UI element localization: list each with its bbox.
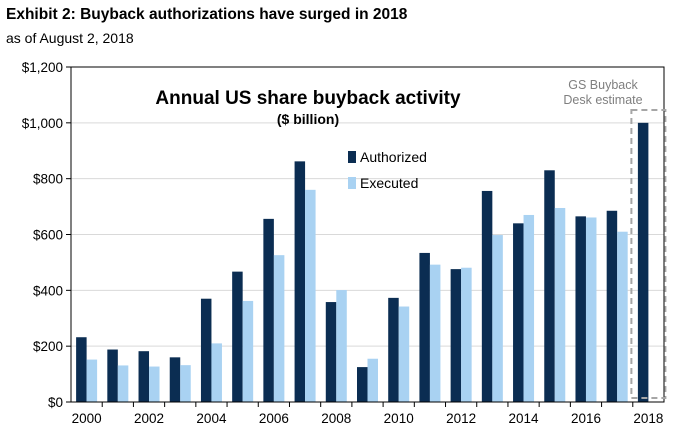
estimate-annotation-line: GS Buyback bbox=[568, 78, 638, 92]
exhibit-title: Exhibit 2: Buyback authorizations have s… bbox=[6, 6, 408, 23]
x-tick-label: 2002 bbox=[134, 411, 164, 426]
x-tick-label: 2016 bbox=[571, 411, 601, 426]
bar-executed-2006 bbox=[273, 255, 285, 402]
x-tick-label: 2004 bbox=[196, 411, 227, 426]
x-tick-label: 2018 bbox=[633, 411, 663, 426]
x-tick-label: 2012 bbox=[446, 411, 476, 426]
exhibit-subtitle: as of August 2, 2018 bbox=[6, 30, 134, 46]
bar-executed-2003 bbox=[180, 365, 191, 402]
legend-swatch-authorized bbox=[348, 151, 356, 163]
bar-authorized-2014 bbox=[513, 223, 524, 402]
bar-executed-2000 bbox=[86, 359, 98, 402]
bar-authorized-2001 bbox=[107, 349, 118, 402]
bar-authorized-2015 bbox=[544, 170, 555, 402]
bar-executed-2013 bbox=[492, 235, 503, 402]
bar-authorized-2018 bbox=[637, 122, 649, 402]
bar-executed-2010 bbox=[398, 306, 410, 402]
y-tick-label: $800 bbox=[33, 172, 63, 187]
bar-executed-2016 bbox=[585, 217, 597, 402]
chart-subtitle: ($ billion) bbox=[277, 111, 339, 127]
bar-executed-2005 bbox=[242, 300, 254, 402]
bar-authorized-2011 bbox=[419, 252, 430, 402]
x-tick-label: 2010 bbox=[384, 411, 414, 426]
bar-executed-2004 bbox=[211, 343, 222, 403]
bar-authorized-2005 bbox=[232, 271, 243, 402]
bar-executed-2002 bbox=[149, 366, 160, 402]
bar-authorized-2017 bbox=[606, 210, 618, 402]
x-tick-label: 2006 bbox=[259, 411, 289, 426]
bar-authorized-2007 bbox=[294, 161, 306, 402]
bar-authorized-2012 bbox=[450, 269, 462, 402]
bar-executed-2007 bbox=[305, 189, 316, 402]
bar-executed-2015 bbox=[554, 207, 566, 402]
y-tick-label: $0 bbox=[48, 395, 63, 410]
estimate-dashed-box bbox=[630, 109, 667, 399]
bar-authorized-2008 bbox=[325, 302, 337, 402]
y-tick-label: $400 bbox=[33, 283, 63, 298]
x-tick-label: 2000 bbox=[72, 411, 102, 426]
bar-executed-2012 bbox=[461, 267, 472, 402]
bar-authorized-2010 bbox=[388, 297, 399, 402]
bar-executed-2009 bbox=[367, 358, 378, 402]
legend-label-authorized: Authorized bbox=[360, 149, 427, 165]
bar-executed-2014 bbox=[523, 214, 535, 402]
bar-executed-2001 bbox=[117, 365, 129, 402]
chart-title: Annual US share buyback activity bbox=[155, 88, 461, 109]
y-tick-label: $600 bbox=[33, 228, 63, 243]
x-tick-label: 2008 bbox=[321, 411, 351, 426]
bar-authorized-2016 bbox=[575, 216, 586, 402]
bar-executed-2008 bbox=[336, 290, 347, 402]
bar-executed-2017 bbox=[617, 231, 628, 402]
bar-authorized-2002 bbox=[138, 351, 150, 402]
x-tick-label: 2014 bbox=[509, 411, 540, 426]
bar-authorized-2000 bbox=[76, 337, 87, 402]
bar-authorized-2004 bbox=[200, 298, 212, 402]
legend-swatch-executed bbox=[348, 177, 356, 189]
bar-authorized-2009 bbox=[357, 367, 368, 402]
bar-authorized-2006 bbox=[263, 218, 274, 402]
bar-authorized-2003 bbox=[169, 357, 181, 402]
y-tick-label: $200 bbox=[33, 339, 63, 354]
bar-executed-2011 bbox=[429, 264, 441, 402]
y-tick-label: $1,000 bbox=[22, 116, 63, 131]
legend-label-executed: Executed bbox=[360, 175, 418, 191]
bar-authorized-2013 bbox=[481, 190, 493, 402]
estimate-annotation-line: Desk estimate bbox=[563, 93, 642, 107]
y-tick-label: $1,200 bbox=[22, 60, 63, 75]
